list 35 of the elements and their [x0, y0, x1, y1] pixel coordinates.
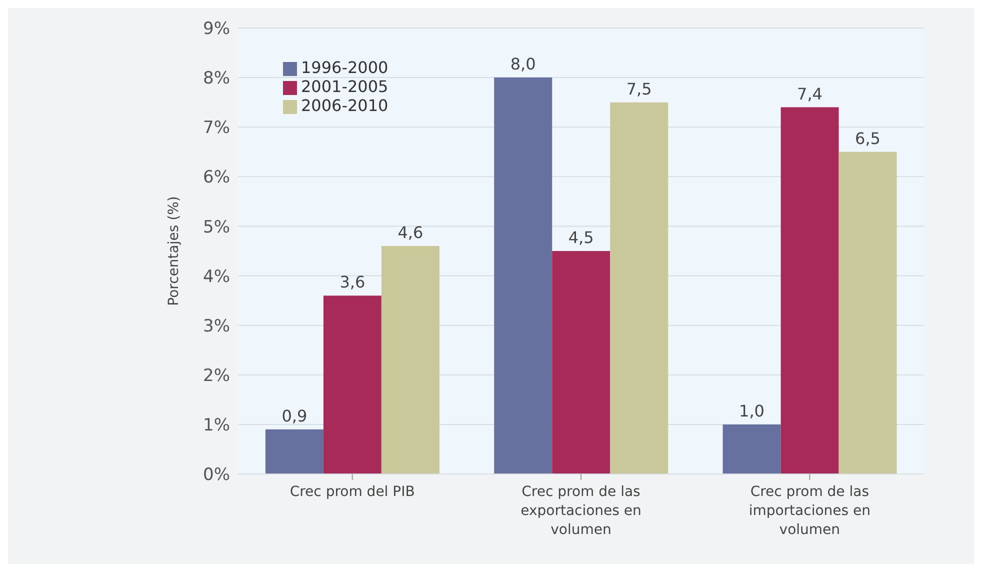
y-tick-label: 7% [203, 118, 230, 138]
data-label: 4,6 [398, 223, 424, 242]
x-tick-label: Crec prom del PIB [290, 484, 415, 500]
y-tick-label: 0% [203, 465, 230, 486]
y-axis-title: Porcentajes (%) [166, 196, 182, 306]
data-label: 8,0 [510, 54, 536, 74]
bar [265, 429, 324, 474]
data-label: 1,0 [739, 401, 764, 420]
y-tick-label: 4% [203, 266, 230, 287]
data-label: 4,5 [568, 228, 594, 247]
bar [838, 152, 897, 474]
data-label: 3,6 [340, 272, 366, 292]
y-tick-label: 2% [203, 366, 230, 386]
bar [610, 102, 668, 474]
y-tick-label: 3% [203, 316, 230, 336]
y-tick-label: 9% [203, 19, 230, 40]
x-tick-label: Crec prom de las exportaciones en volumen [520, 484, 642, 538]
bar [780, 107, 839, 474]
y-tick-label: 8% [203, 68, 230, 89]
legend-label: 2001-2005 [301, 77, 388, 96]
y-tick-label: 6% [203, 168, 230, 188]
data-label: 0,9 [282, 406, 308, 426]
data-label: 7,4 [797, 84, 822, 104]
legend-label: 1996-2000 [301, 58, 388, 77]
y-tick-label: 1% [203, 415, 230, 436]
y-tick-label: 5% [203, 217, 230, 238]
legend-label: 2006-2010 [301, 96, 388, 115]
data-label: 7,5 [626, 79, 652, 98]
bar [323, 296, 382, 474]
bar [722, 424, 781, 474]
data-label: 6,5 [855, 128, 880, 148]
bar [552, 251, 610, 474]
bar [381, 246, 440, 474]
bar [494, 78, 552, 474]
x-tick-label: Crec prom de las importaciones en volumen [748, 484, 871, 538]
